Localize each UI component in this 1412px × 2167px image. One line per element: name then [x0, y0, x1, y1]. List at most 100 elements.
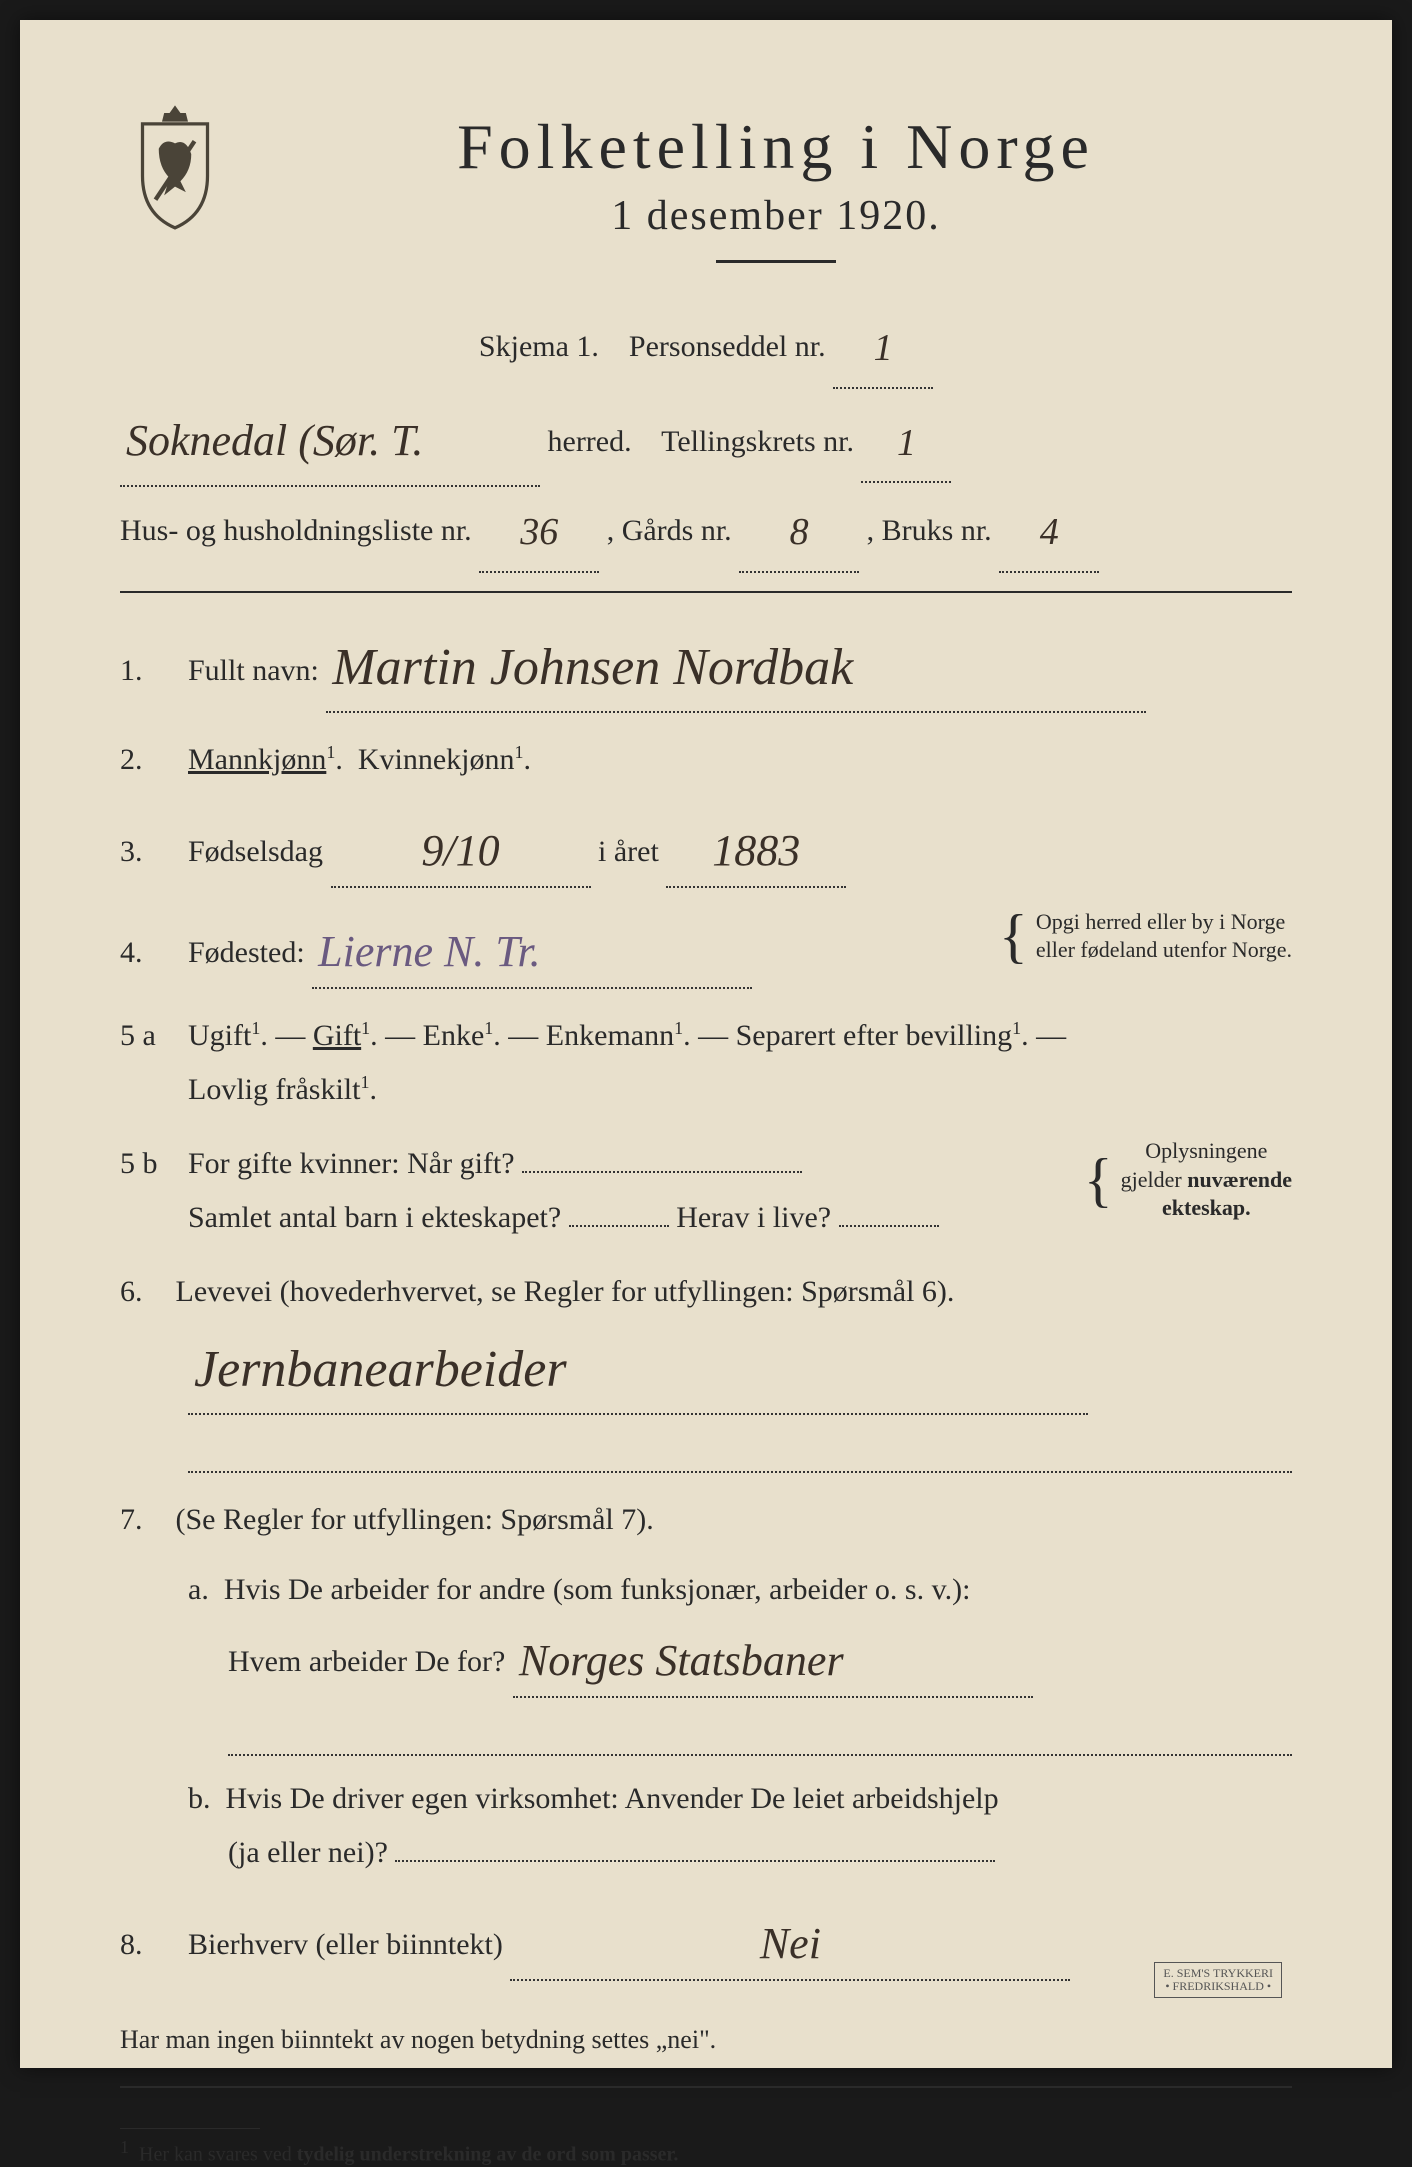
q4-note-l2: eller fødeland utenfor Norge.: [1036, 936, 1292, 965]
q5b-body: For gifte kvinner: Når gift? Samlet anta…: [188, 1137, 1292, 1245]
q5a-row: 5 a Ugift1. — Gift1. — Enke1. — Enkemann…: [120, 1009, 1292, 1117]
q4-note-group: { Opgi herred eller by i Norge eller fød…: [999, 908, 1292, 965]
q5b-row: 5 b For gifte kvinner: Når gift? Samlet …: [120, 1137, 1292, 1245]
q6-row: 6. Levevei (hovederhvervet, se Regler fo…: [120, 1265, 1292, 1473]
census-form-page: Folketelling i Norge 1 desember 1920. Sk…: [20, 20, 1392, 2068]
tellingskrets-field: 1: [861, 398, 951, 484]
q4-note: Opgi herred eller by i Norge eller fødel…: [1036, 908, 1292, 965]
q3-body: Fødselsdag 9/10 i året 1883: [188, 807, 1292, 888]
q7a-field: Norges Statsbaner: [513, 1617, 1033, 1698]
q7-num: 7.: [120, 1493, 168, 1547]
q6-blank-line: [188, 1423, 1292, 1473]
herred-field: Soknedal (Sør. T.: [120, 389, 540, 488]
q7b-l2: (ja eller nei)?: [228, 1836, 388, 1869]
gards-label: , Gårds nr.: [607, 514, 732, 547]
q4-note-l1: Opgi herred eller by i Norge: [1036, 908, 1292, 937]
q3-year: 1883: [712, 826, 800, 875]
q7-row: 7. (Se Regler for utfyllingen: Spørsmål …: [120, 1493, 1292, 1880]
husliste-nr: 36: [520, 511, 558, 553]
q8-value: Nei: [760, 1919, 821, 1968]
herred-line: Soknedal (Sør. T. herred. Tellingskrets …: [120, 389, 1292, 488]
tellingskrets-nr: 1: [897, 422, 916, 464]
coat-of-arms-icon: [120, 100, 230, 230]
tellingskrets-label: Tellingskrets nr.: [661, 425, 854, 458]
q3-num: 3.: [120, 825, 168, 879]
q7-label: (Se Regler for utfyllingen: Spørsmål 7).: [176, 1503, 654, 1536]
q4-body: Fødested: Lierne N. Tr. { Opgi herred el…: [188, 908, 1292, 989]
bruks-nr: 4: [1040, 511, 1059, 553]
q4-value: Lierne N. Tr.: [318, 927, 541, 976]
q5b-note-l3: ekteskap.: [1121, 1194, 1292, 1223]
personseddel-nr-field: 1: [833, 303, 933, 389]
q2-row: 2. Mannkjønn1. Kvinnekjønn1.: [120, 733, 1292, 787]
stamp-l1: E. SEM'S TRYKKERI: [1163, 1967, 1273, 1980]
q4-field: Lierne N. Tr.: [312, 908, 752, 989]
q8-row: 8. Bierhverv (eller biinntekt) Nei: [120, 1900, 1292, 1981]
footnote-rule: [120, 2128, 260, 2129]
brace-icon: {: [999, 921, 1028, 951]
q4-num: 4.: [120, 926, 168, 980]
q1-value: Martin Johnsen Nordbak: [332, 639, 853, 696]
gards-nr: 8: [790, 511, 809, 553]
skjema-line: Skjema 1. Personseddel nr. 1: [120, 303, 1292, 389]
footnote: 1 Her kan svares ved tydelig understrekn…: [120, 2137, 1292, 2167]
herred-label: herred.: [548, 425, 632, 458]
q3-mid: i året: [598, 835, 659, 868]
q5b-l2b: Herav i live?: [676, 1201, 831, 1234]
q6-label: Levevei (hovederhvervet, se Regler for u…: [176, 1275, 955, 1308]
skjema-label: Skjema 1.: [479, 330, 599, 363]
section-rule-1: [120, 591, 1292, 593]
q7b-field: [395, 1860, 995, 1862]
q5b-note-group: { Oplysningene gjelder nuværende ekteska…: [1084, 1137, 1292, 1223]
q5b-barn-field: [569, 1225, 669, 1227]
q5a-enkemann: Enkemann: [546, 1019, 674, 1052]
q6-value: Jernbanearbeider: [194, 1341, 567, 1398]
q4-row: 4. Fødested: Lierne N. Tr. { Opgi herred…: [120, 908, 1292, 989]
q1-field: Martin Johnsen Nordbak: [326, 617, 1146, 713]
title-block: Folketelling i Norge 1 desember 1920.: [260, 100, 1292, 293]
q6-field: Jernbanearbeider: [188, 1319, 1088, 1415]
q3-year-field: 1883: [666, 807, 846, 888]
printer-stamp: E. SEM'S TRYKKERI • FREDRIKSHALD •: [1154, 1962, 1282, 1998]
q7a-l1: Hvis De arbeider for andre (som funksjon…: [224, 1573, 971, 1606]
herred-value: Soknedal (Sør. T.: [126, 416, 423, 465]
q2-num: 2.: [120, 733, 168, 787]
q6-value-line: Jernbanearbeider: [188, 1319, 1292, 1415]
section-rule-2: [120, 2086, 1292, 2088]
q1-body: Fullt navn: Martin Johnsen Nordbak: [188, 617, 1292, 713]
q3-row: 3. Fødselsdag 9/10 i året 1883: [120, 807, 1292, 888]
bruks-label: , Bruks nr.: [867, 514, 992, 547]
husliste-field: 36: [479, 487, 599, 573]
q5a-body: Ugift1. — Gift1. — Enke1. — Enkemann1. —…: [188, 1009, 1292, 1117]
q7a-value: Norges Statsbaner: [519, 1636, 844, 1685]
q5a-gift: Gift: [313, 1019, 361, 1052]
footnote-marker: 1: [120, 2137, 129, 2157]
q5a-separert: Separert efter bevilling: [736, 1019, 1013, 1052]
q5b-note-l2: gjelder nuværende: [1121, 1166, 1292, 1195]
brace-icon-2: {: [1084, 1165, 1113, 1195]
bruks-field: 4: [999, 487, 1099, 573]
title-sub: 1 desember 1920.: [260, 192, 1292, 240]
q5b-l1: For gifte kvinner: Når gift?: [188, 1147, 515, 1180]
q5a-enke: Enke: [423, 1019, 485, 1052]
q3-label: Fødselsdag: [188, 835, 323, 868]
q7a-l2: Hvem arbeider De for?: [228, 1645, 505, 1678]
q6-num: 6.: [120, 1265, 168, 1319]
q5b-num: 5 b: [120, 1137, 168, 1191]
q2-mann: Mannkjønn: [188, 743, 326, 776]
q7a-blank: [228, 1706, 1292, 1756]
q5b-note: Oplysningene gjelder nuværende ekteskap.: [1121, 1137, 1292, 1223]
q4-label: Fødested:: [188, 936, 305, 969]
personseddel-label: Personseddel nr.: [629, 330, 826, 363]
q1-label: Fullt navn:: [188, 654, 319, 687]
q3-day: 9/10: [421, 826, 499, 875]
title-rule: [716, 260, 836, 263]
q2-kvinne: Kvinnekjønn: [358, 743, 515, 776]
q7a: a. Hvis De arbeider for andre (som funks…: [188, 1563, 1292, 1756]
q2-body: Mannkjønn1. Kvinnekjønn1.: [188, 733, 1292, 787]
q5b-note-l1: Oplysningene: [1121, 1137, 1292, 1166]
stamp-l2: • FREDRIKSHALD •: [1163, 1980, 1273, 1993]
q5b-live-field: [839, 1225, 939, 1227]
q5b-gift-field: [522, 1171, 802, 1173]
q8-num: 8.: [120, 1918, 168, 1972]
